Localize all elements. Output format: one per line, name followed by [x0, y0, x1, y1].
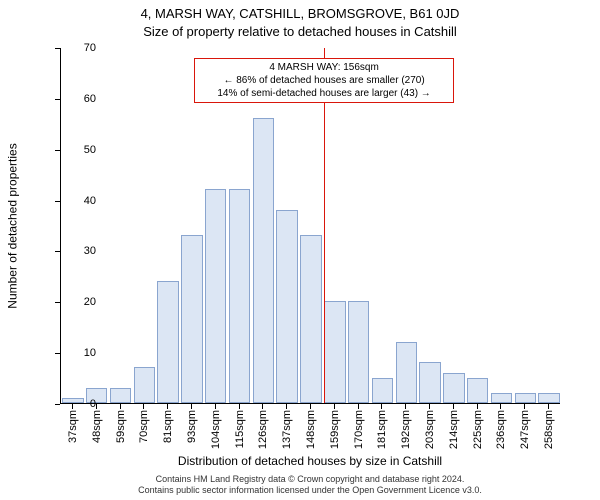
bar — [181, 235, 202, 403]
x-tick-mark — [239, 404, 240, 409]
x-tick-label: 37sqm — [67, 410, 79, 443]
x-tick-mark — [191, 404, 192, 409]
bar — [467, 378, 488, 403]
bar — [276, 210, 297, 403]
x-tick-mark — [524, 404, 525, 409]
x-tick-label: 159sqm — [329, 410, 341, 449]
bar — [110, 388, 131, 403]
annotation-box: 4 MARSH WAY: 156sqm← 86% of detached hou… — [194, 58, 454, 103]
chart-title-line1: 4, MARSH WAY, CATSHILL, BROMSGROVE, B61 … — [0, 6, 600, 21]
x-tick-label: 203sqm — [424, 410, 436, 449]
x-tick-mark — [120, 404, 121, 409]
x-tick-label: 81sqm — [162, 410, 174, 443]
footer-line2: Contains public sector information licen… — [60, 485, 560, 496]
y-axis-label: Number of detached properties — [6, 48, 20, 404]
bar — [253, 118, 274, 403]
footer-text: Contains HM Land Registry data © Crown c… — [60, 474, 560, 496]
x-tick-mark — [72, 404, 73, 409]
x-tick-mark — [286, 404, 287, 409]
x-tick-mark — [381, 404, 382, 409]
x-tick-mark — [453, 404, 454, 409]
bar — [372, 378, 393, 403]
x-tick-label: 181sqm — [376, 410, 388, 449]
x-tick-label: 170sqm — [353, 410, 365, 449]
x-tick-label: 137sqm — [281, 410, 293, 449]
x-tick-label: 148sqm — [305, 410, 317, 449]
x-tick-label: 214sqm — [448, 410, 460, 449]
y-tick-label: 50 — [60, 145, 96, 156]
x-tick-mark — [262, 404, 263, 409]
annotation-line: ← 86% of detached houses are smaller (27… — [201, 74, 447, 87]
x-tick-label: 104sqm — [210, 410, 222, 449]
x-tick-label: 192sqm — [400, 410, 412, 449]
x-tick-label: 236sqm — [495, 410, 507, 449]
bar — [134, 367, 155, 403]
bar — [396, 342, 417, 403]
y-tick-label: 10 — [60, 348, 96, 359]
x-tick-label: 59sqm — [115, 410, 127, 443]
x-tick-label: 48sqm — [91, 410, 103, 443]
x-tick-mark — [167, 404, 168, 409]
bar — [515, 393, 536, 403]
y-tick-label: 70 — [60, 43, 96, 54]
bar — [324, 301, 345, 403]
bar — [538, 393, 559, 403]
x-tick-mark — [310, 404, 311, 409]
plot-area: 4 MARSH WAY: 156sqm← 86% of detached hou… — [60, 48, 560, 404]
y-tick-label: 60 — [60, 94, 96, 105]
x-axis-label: Distribution of detached houses by size … — [60, 454, 560, 468]
x-tick-label: 115sqm — [234, 410, 246, 448]
x-tick-label: 225sqm — [472, 410, 484, 449]
y-tick-label: 30 — [60, 246, 96, 257]
bar — [443, 373, 464, 404]
x-tick-mark — [405, 404, 406, 409]
bar — [348, 301, 369, 403]
x-tick-mark — [500, 404, 501, 409]
x-tick-label: 126sqm — [257, 410, 269, 449]
annotation-line: 14% of semi-detached houses are larger (… — [201, 87, 447, 100]
x-tick-mark — [358, 404, 359, 409]
x-tick-mark — [477, 404, 478, 409]
bar — [419, 362, 440, 403]
x-tick-label: 93sqm — [186, 410, 198, 443]
bar — [491, 393, 512, 403]
annotation-line: 4 MARSH WAY: 156sqm — [201, 61, 447, 74]
x-tick-mark — [143, 404, 144, 409]
x-tick-label: 70sqm — [138, 410, 150, 443]
chart-container: 4, MARSH WAY, CATSHILL, BROMSGROVE, B61 … — [0, 0, 600, 500]
x-tick-mark — [548, 404, 549, 409]
x-tick-mark — [429, 404, 430, 409]
x-tick-mark — [96, 404, 97, 409]
y-tick-label: 20 — [60, 297, 96, 308]
x-tick-mark — [215, 404, 216, 409]
x-tick-mark — [334, 404, 335, 409]
bar — [229, 189, 250, 403]
y-tick-label: 40 — [60, 196, 96, 207]
x-tick-label: 258sqm — [543, 410, 555, 449]
bar — [205, 189, 226, 403]
y-tick-label: 0 — [60, 399, 96, 410]
chart-title-line2: Size of property relative to detached ho… — [0, 24, 600, 39]
x-tick-label: 247sqm — [519, 410, 531, 449]
bar — [157, 281, 178, 403]
bar — [300, 235, 321, 403]
footer-line1: Contains HM Land Registry data © Crown c… — [60, 474, 560, 485]
